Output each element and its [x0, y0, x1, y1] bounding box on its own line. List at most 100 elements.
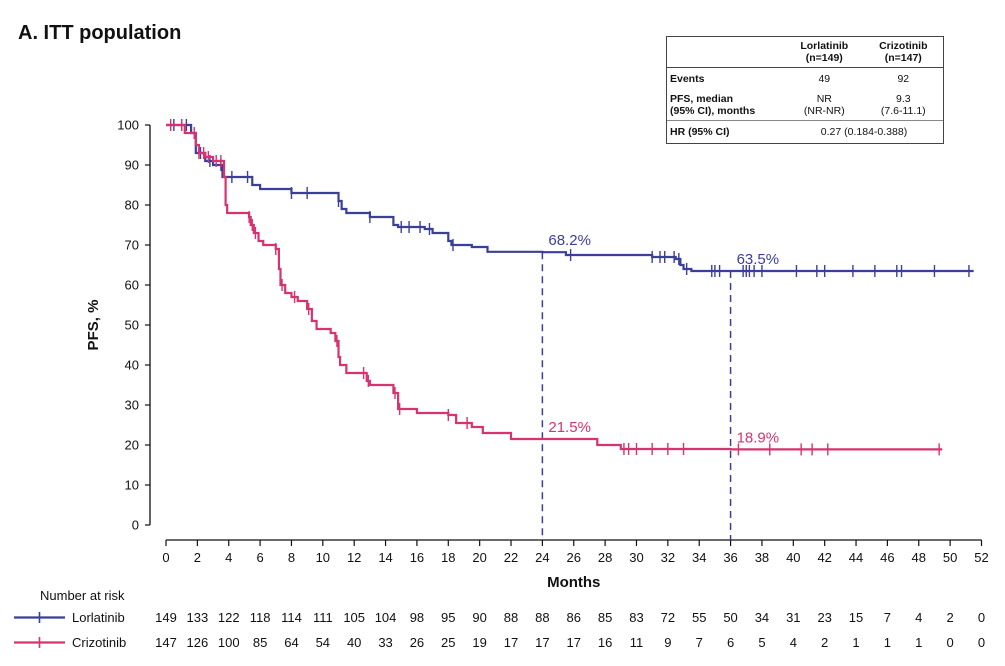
crizotinib-risk-count: 64: [284, 635, 298, 650]
crizotinib-risk-count: 1: [884, 635, 891, 650]
lorlatinib-risk-count: 31: [786, 610, 800, 625]
pfs-median-label-line2: (95% CI), months: [670, 105, 756, 117]
x-tick-label: 42: [817, 550, 831, 565]
x-tick-label: 8: [288, 550, 295, 565]
lorlatinib-risk-count: 55: [692, 610, 706, 625]
crizotinib-risk-count: 4: [790, 635, 797, 650]
y-tick-label: 40: [125, 358, 139, 373]
x-tick-label: 44: [849, 550, 863, 565]
events-lorlatinib: 49: [818, 73, 831, 85]
crizotinib-risk-label: Crizotinib: [72, 635, 126, 650]
crizotinib-risk-count: 1: [852, 635, 859, 650]
panel-title: A. ITT population: [18, 22, 182, 44]
survival-curves: [166, 119, 974, 456]
lorlatinib-risk-count: 104: [375, 610, 397, 625]
x-tick-label: 22: [504, 550, 518, 565]
lorlatinib-risk-count: 133: [187, 610, 209, 625]
x-tick-label: 30: [629, 550, 643, 565]
x-tick-label: 24: [535, 550, 549, 565]
y-tick-label: 100: [117, 118, 139, 133]
pfs-median-label: PFS, median (95% CI), months: [667, 90, 785, 121]
crizotinib-curve: [166, 123, 943, 451]
x-tick-label: 38: [755, 550, 769, 565]
lorlatinib-risk-count: 149: [155, 610, 177, 625]
y-tick-label: 30: [125, 398, 139, 413]
lorlatinib-risk-count: 4: [915, 610, 922, 625]
y-tick-label: 10: [125, 478, 139, 493]
crizotinib-risk-count: 5: [758, 635, 765, 650]
crizotinib-risk-count: 1: [915, 635, 922, 650]
crizotinib-risk-count: 16: [598, 635, 612, 650]
lorlatinib-risk-count: 72: [661, 610, 675, 625]
crizotinib-risk-count: 9: [664, 635, 671, 650]
x-tick-label: 34: [692, 550, 706, 565]
pfs-median-crizotinib: 9.3 (7.6-11.1): [864, 90, 943, 121]
hr-value: 0.27 (0.184-0.388): [785, 120, 943, 143]
x-tick-label: 12: [347, 550, 361, 565]
x-axis-title: Months: [547, 574, 600, 591]
lorlatinib-risk-label: Lorlatinib: [72, 610, 125, 625]
lorlatinib-risk-count: 34: [755, 610, 769, 625]
lorlatinib-risk-count: 105: [343, 610, 365, 625]
events-label: Events: [670, 73, 705, 85]
events-crizotinib: 92: [897, 73, 910, 85]
crizotinib-risk-count: 54: [316, 635, 330, 650]
pfs-crizotinib-value: 9.3: [895, 93, 911, 105]
lorlatinib-risk-count: 111: [313, 610, 333, 625]
x-tick-label: 46: [880, 550, 894, 565]
stats-header-crizotinib-name: Crizotinib: [879, 40, 928, 52]
x-tick-label: 10: [316, 550, 330, 565]
pfs-crizotinib-ci: (7.6-11.1): [880, 105, 926, 117]
lorlatinib-risk-count: 95: [441, 610, 455, 625]
crizotinib-risk-count: 126: [187, 635, 209, 650]
x-tick-label: 50: [943, 550, 957, 565]
crizotinib-risk-count: 40: [347, 635, 361, 650]
lorlatinib-risk-count: 15: [849, 610, 863, 625]
lorlatinib-risk-count: 118: [250, 610, 271, 625]
stats-header-crizotinib-n: (n=147): [884, 52, 922, 64]
lorlatinib-risk-count: 0: [978, 610, 985, 625]
hr-label: HR (95% CI): [667, 120, 785, 143]
lorlatinib-risk-count: 50: [723, 610, 737, 625]
crizotinib-risk-count: 0: [978, 635, 985, 650]
lorlatinib-risk-count: 23: [817, 610, 831, 625]
x-tick-label: 14: [378, 550, 392, 565]
x-tick-label: 16: [410, 550, 424, 565]
crizotinib-risk-count: 17: [567, 635, 581, 650]
crizotinib-36-month-label: 18.9%: [737, 429, 780, 446]
crizotinib-risk-count: 33: [378, 635, 392, 650]
x-tick-label: 26: [567, 550, 581, 565]
y-axis-title: PFS, %: [85, 300, 102, 351]
crizotinib-risk-count: 0: [947, 635, 954, 650]
x-tick-label: 0: [162, 550, 169, 565]
lorlatinib-24-month-label: 68.2%: [548, 232, 591, 249]
y-tick-label: 20: [125, 438, 139, 453]
crizotinib-24-month-label: 21.5%: [548, 419, 591, 436]
lorlatinib-risk-count: 98: [410, 610, 424, 625]
y-tick-label: 80: [125, 198, 139, 213]
crizotinib-risk-count: 17: [535, 635, 549, 650]
crizotinib-risk-count: 19: [472, 635, 486, 650]
lorlatinib-risk-count: 85: [598, 610, 612, 625]
crizotinib-risk-count: 11: [630, 635, 644, 650]
lorlatinib-risk-count: 88: [504, 610, 518, 625]
lorlatinib-36-month-label: 63.5%: [737, 251, 780, 268]
x-tick-label: 20: [472, 550, 486, 565]
x-tick-label: 52: [974, 550, 988, 565]
lorlatinib-risk-count: 7: [884, 610, 891, 625]
stats-header-lorlatinib-n: (n=149): [805, 52, 843, 64]
lorlatinib-risk-count: 90: [472, 610, 486, 625]
lorlatinib-risk-count: 83: [629, 610, 643, 625]
reference-lines: [541, 252, 732, 540]
crizotinib-risk-count: 7: [696, 635, 703, 650]
stats-header-blank: [667, 37, 785, 68]
crizotinib-risk-count: 100: [218, 635, 240, 650]
lorlatinib-risk-count: 122: [218, 610, 240, 625]
stats-table: Lorlatinib (n=149) Crizotinib (n=147) Ev…: [666, 36, 944, 144]
risk-table-title: Number at risk: [40, 588, 125, 603]
pfs-lorlatinib-ci: (NR-NR): [803, 105, 845, 117]
y-tick-label: 70: [125, 238, 139, 253]
